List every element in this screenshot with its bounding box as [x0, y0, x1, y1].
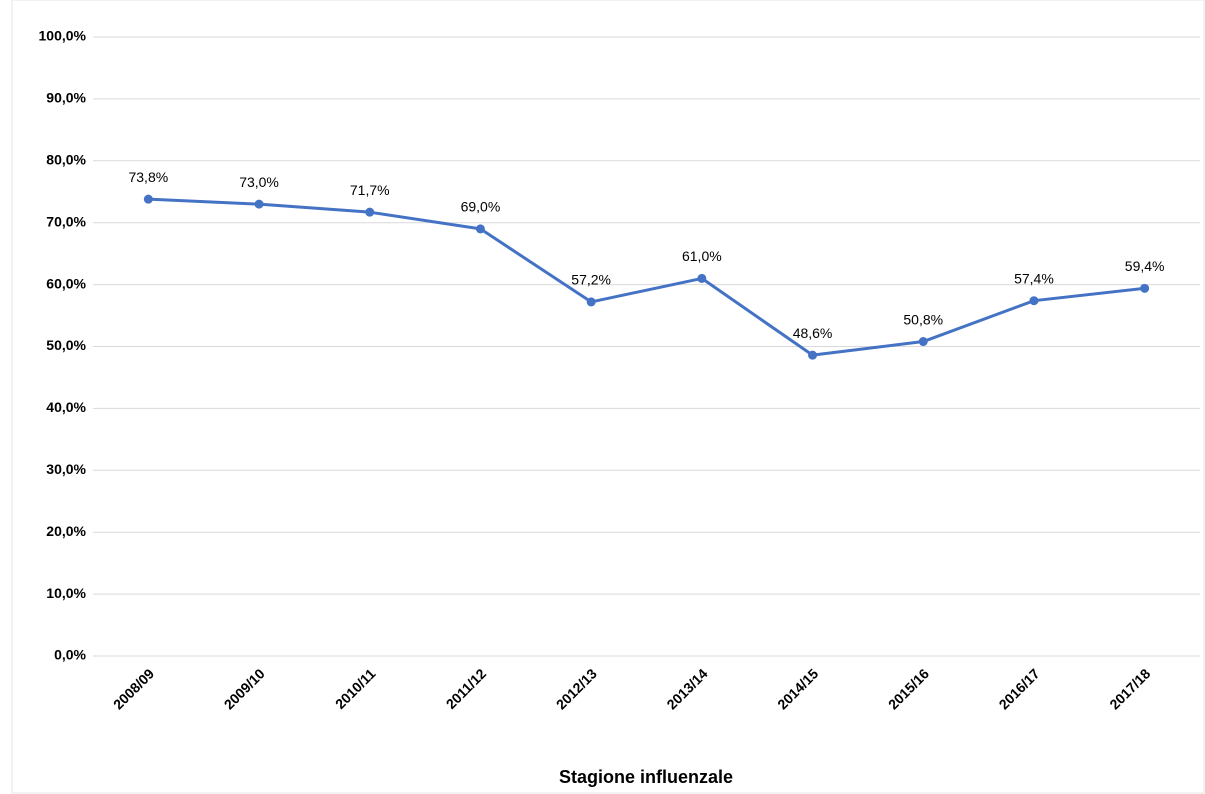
data-label: 73,0%	[239, 174, 279, 190]
y-tick-label: 20,0%	[46, 523, 86, 539]
data-point	[1140, 283, 1150, 293]
data-label: 57,2%	[571, 272, 611, 288]
y-tick-label: 10,0%	[46, 585, 86, 601]
y-tick-label: 30,0%	[46, 461, 86, 477]
data-point	[475, 224, 485, 234]
y-tick-label: 70,0%	[46, 213, 86, 229]
data-point	[918, 337, 928, 347]
data-point	[808, 350, 818, 360]
data-point	[365, 207, 375, 217]
data-label: 61,0%	[682, 248, 722, 264]
data-label: 57,4%	[1014, 270, 1054, 286]
data-label: 48,6%	[793, 325, 833, 341]
data-label: 59,4%	[1125, 258, 1165, 274]
chart-frame	[11, 0, 1205, 794]
x-axis-title: Stagione influenzale	[559, 767, 733, 787]
y-tick-label: 50,0%	[46, 337, 86, 353]
data-label: 71,7%	[350, 182, 390, 198]
data-point	[697, 273, 707, 283]
y-tick-label: 80,0%	[46, 152, 86, 168]
data-point	[1029, 296, 1039, 306]
y-tick-label: 60,0%	[46, 275, 86, 291]
data-line	[148, 197, 1145, 357]
data-label: 73,8%	[128, 169, 168, 185]
y-tick-label: 40,0%	[46, 399, 86, 415]
data-point	[143, 194, 153, 204]
data-label: 50,8%	[903, 311, 943, 327]
y-tick-label: 90,0%	[46, 90, 86, 106]
y-tick-label: 100,0%	[39, 28, 87, 44]
data-label: 69,0%	[461, 199, 501, 215]
data-point	[586, 297, 596, 307]
y-tick-label: 0,0%	[54, 647, 86, 663]
data-point	[254, 199, 264, 209]
